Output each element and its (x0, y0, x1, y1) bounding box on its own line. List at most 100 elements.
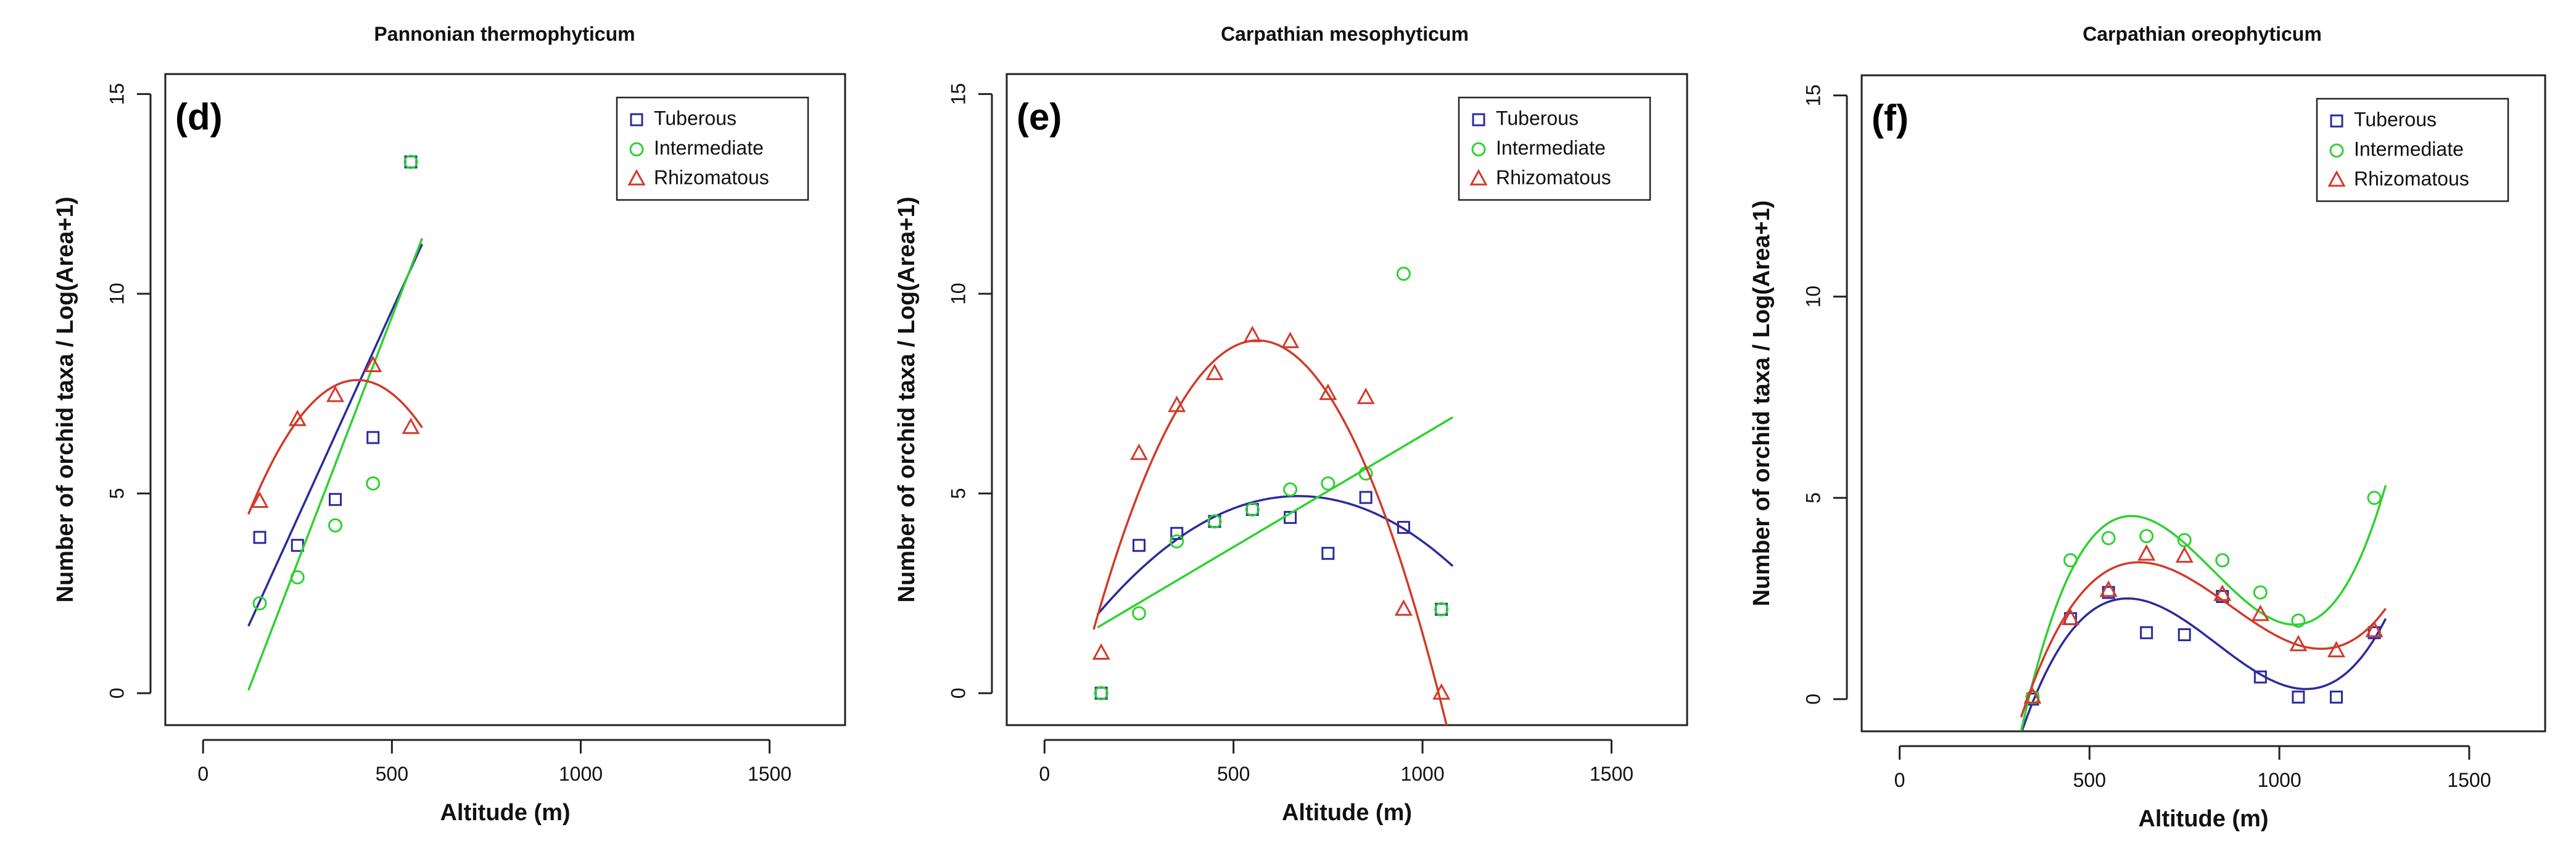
fit-line-rhizomatous (247, 379, 423, 515)
point-intermediate (2139, 529, 2154, 544)
x-axis-label: Altitude (m) (440, 800, 570, 826)
point-intermediate (2253, 585, 2268, 600)
point-tuberous (1359, 491, 1373, 504)
x-tick-label: 0 (1894, 769, 1905, 791)
legend-triangle-icon (2327, 170, 2346, 187)
point-tuberous (291, 539, 304, 552)
fit-line-intermediate (1097, 416, 1453, 629)
point-intermediate (290, 570, 305, 585)
point-rhizomatous (1432, 683, 1451, 700)
point-rhizomatous (1281, 331, 1300, 349)
x-tick-label: 1500 (1590, 763, 1633, 785)
y-tick-label: 0 (947, 687, 969, 699)
panel-letter: (d) (175, 96, 223, 138)
point-intermediate (1131, 606, 1146, 621)
fit-line-tuberous (1096, 495, 1454, 615)
point-intermediate (1245, 502, 1260, 517)
legend-label: Tuberous (1496, 107, 1579, 129)
y-axis-label: Number of orchid taxa / Log(Area+1) (1749, 201, 1775, 607)
point-intermediate (403, 154, 418, 169)
point-tuberous (329, 492, 342, 506)
fit-line-rhizomatous (2020, 561, 2387, 718)
point-intermediate (1434, 602, 1449, 617)
legend-circle-icon (2329, 143, 2344, 158)
point-tuberous (2253, 670, 2267, 684)
point-rhizomatous (2099, 580, 2118, 597)
x-tick-label: 0 (1039, 763, 1050, 785)
point-intermediate (2367, 491, 2382, 505)
y-tick-label: 15 (105, 83, 128, 106)
legend-circle-icon (1471, 142, 1486, 157)
legend-label: Intermediate (2354, 138, 2464, 160)
point-intermediate (1321, 476, 1335, 491)
point-intermediate (2215, 553, 2230, 568)
point-rhizomatous (250, 491, 269, 509)
y-tick-label: 5 (105, 488, 128, 499)
point-tuberous (1170, 526, 1184, 540)
point-rhizomatous (2137, 544, 2156, 561)
y-tick-label: 0 (105, 687, 128, 699)
plot-frame (164, 73, 846, 726)
legend-triangle-icon (1469, 168, 1488, 186)
legend-label: Intermediate (1496, 136, 1606, 159)
y-tick-label: 5 (1802, 492, 1824, 504)
y-tick-label: 10 (947, 283, 969, 305)
point-intermediate (2291, 613, 2306, 628)
point-tuberous (2140, 626, 2153, 639)
fit-line-rhizomatous (1092, 339, 1448, 725)
panel-title: Pannonian thermophyticum (374, 23, 635, 45)
fit-line-intermediate (247, 238, 423, 691)
legend-label: Rhizomatous (654, 166, 769, 188)
point-intermediate (1094, 686, 1108, 700)
y-tick-label: 0 (1802, 694, 1824, 705)
legend-label: Rhizomatous (2354, 167, 2469, 189)
point-intermediate (252, 596, 267, 611)
legend-square-icon (630, 113, 643, 127)
point-rhizomatous (1168, 396, 1186, 412)
point-tuberous (2329, 691, 2343, 704)
y-tick-label: 10 (1802, 286, 1824, 308)
fit-line-tuberous (247, 243, 423, 627)
y-tick-label: 15 (1802, 85, 1824, 107)
chart-panel-0: Pannonian thermophyticum 0 500 1000 1500 Alti… (52, 23, 846, 826)
point-rhizomatous (2365, 620, 2384, 637)
chart-panel-2: Carpathian oreophyticum 0 500 1000 1500 Altit… (1749, 23, 2546, 832)
point-intermediate (328, 518, 342, 533)
legend-triangle-icon (627, 168, 646, 186)
point-intermediate (1283, 482, 1298, 497)
point-tuberous (1321, 547, 1335, 560)
point-rhizomatous (2289, 634, 2308, 652)
point-rhizomatous (326, 385, 345, 402)
point-tuberous (2178, 628, 2191, 641)
point-rhizomatous (364, 355, 382, 372)
legend-square-icon (1472, 113, 1485, 127)
fit-line-intermediate (2020, 484, 2387, 731)
legend-circle-icon (629, 142, 644, 157)
point-tuberous (1397, 521, 1410, 534)
point-rhizomatous (402, 417, 420, 434)
fit-line-tuberous (2020, 597, 2387, 731)
x-tick-label: 500 (1217, 763, 1250, 785)
legend: Tuberous Intermediate Rhizomatous (616, 96, 809, 201)
point-intermediate (366, 476, 381, 491)
y-axis-label: Number of orchid taxa / Log(Area+1) (52, 197, 78, 603)
chart-panel-1: Carpathian mesophyticum 0 500 1000 1500 Altit… (894, 23, 1688, 826)
panel-title: Carpathian oreophyticum (2083, 23, 2322, 45)
x-tick-label: 0 (197, 763, 208, 785)
point-rhizomatous (288, 409, 307, 426)
panel-letter: (f) (1872, 98, 1909, 139)
x-tick-label: 1000 (2258, 769, 2301, 791)
plot-frame (1005, 73, 1688, 726)
panel-letter: (e) (1017, 96, 1062, 138)
x-tick-label: 500 (2073, 769, 2106, 791)
legend-square-icon (2330, 114, 2343, 128)
legend-label: Tuberous (2354, 108, 2437, 130)
point-tuberous (2292, 691, 2305, 704)
y-tick-label: 10 (105, 283, 128, 305)
y-tick-label: 5 (947, 488, 969, 499)
point-rhizomatous (1394, 599, 1413, 616)
x-axis-label: Altitude (m) (2138, 806, 2268, 832)
point-intermediate (1170, 534, 1184, 549)
point-intermediate (2063, 553, 2078, 568)
plot-frame (1860, 74, 2546, 733)
